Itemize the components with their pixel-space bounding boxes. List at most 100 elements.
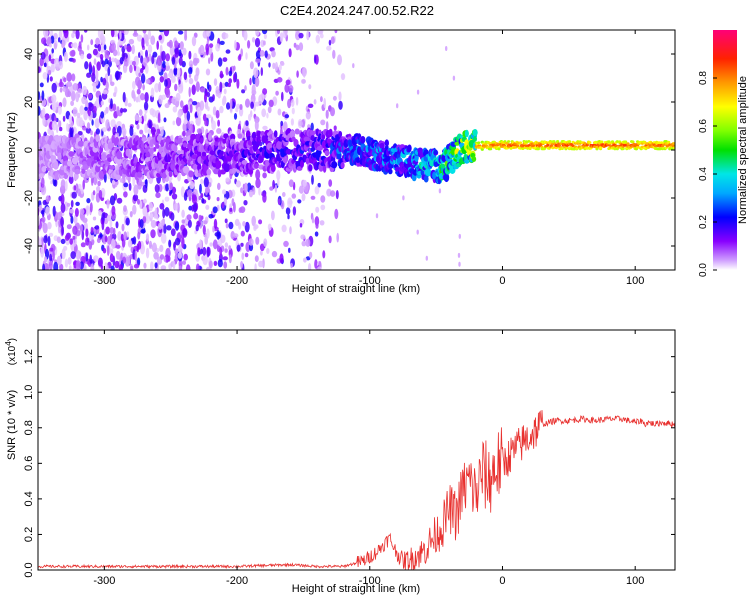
spectrogram-speckle	[143, 32, 147, 39]
spectrogram-speckle	[233, 233, 239, 239]
spectrogram-speckle	[174, 47, 180, 58]
x-tick-label: -200	[226, 575, 248, 587]
spectrogram-ridge-mark	[594, 140, 598, 144]
spectrogram-speckle	[222, 189, 227, 195]
spectrogram-speckle	[148, 53, 152, 62]
spectrogram-speckle	[132, 194, 139, 202]
spectrogram-speckle	[145, 79, 151, 84]
spectrogram-speckle	[302, 179, 307, 187]
spectrogram-speckle	[70, 100, 74, 107]
spectrogram-speckle	[79, 224, 83, 233]
spectrogram-speckle	[271, 210, 275, 221]
spectrogram-speckle	[120, 107, 124, 114]
spectrogram-speckle	[109, 227, 115, 234]
spectrogram-speckle	[161, 50, 166, 62]
y-tick-label: 1.0	[23, 385, 35, 400]
spectrogram-speckle	[240, 261, 244, 269]
spectrogram-speckle	[195, 115, 202, 127]
spectrogram-speckle	[287, 98, 292, 109]
spectrogram-speckle	[334, 208, 339, 220]
spectrogram-speckle	[165, 254, 169, 263]
spectrogram-speckle	[105, 226, 111, 235]
spectrogram-speckle	[255, 30, 260, 36]
spectrogram-speckle	[135, 96, 139, 103]
spectrogram-ridge-mark	[599, 146, 603, 150]
spectrogram-ridge-mark	[231, 167, 236, 175]
spectrogram-speckle	[95, 69, 99, 80]
spectrogram-speckle	[138, 116, 143, 124]
spectrogram-speckle	[164, 196, 170, 202]
spectrogram-speckle	[140, 243, 145, 255]
spectrogram-ridge-mark	[560, 147, 564, 151]
colorbar-tick-label: 0.8	[698, 71, 709, 85]
spectrogram-speckle	[167, 72, 173, 78]
spectrogram-speckle	[117, 231, 122, 241]
spectrogram-speckle	[156, 128, 160, 134]
spectrogram-speckle	[96, 237, 101, 244]
spectrogram-speckle	[145, 49, 148, 58]
spectrogram-speckle	[225, 33, 229, 39]
spectrogram-speckle	[123, 65, 128, 74]
x-tick-label: -300	[93, 575, 115, 587]
spectrogram-speckle	[75, 201, 80, 206]
spectrogram-speckle	[108, 56, 112, 63]
spectrogram-ridge-mark	[565, 146, 569, 150]
spectrogram-speckle	[191, 36, 197, 47]
spectrogram-speckle	[112, 126, 116, 136]
spectrogram-speckle	[98, 189, 103, 199]
spectrogram-speckle	[200, 192, 204, 199]
spectrogram-speckle	[147, 44, 153, 54]
spectrogram-speckle	[236, 78, 240, 89]
spectrogram-speckle	[177, 110, 182, 118]
spectrogram-ridge-mark	[315, 149, 322, 156]
spectrogram-speckle	[52, 250, 55, 261]
spectrogram-speckle	[61, 40, 66, 49]
x-tick-label: -100	[359, 575, 381, 587]
spectrogram-speckle	[50, 180, 54, 185]
spectrogram-ridge-mark	[77, 140, 85, 147]
spectrogram-speckle	[53, 32, 58, 40]
spectrogram-speckle	[298, 185, 304, 194]
spectrogram-speckle	[251, 84, 256, 95]
spectrogram-speckle	[40, 247, 45, 258]
spectrogram-speckle	[219, 70, 224, 79]
spectrogram-speckle	[240, 242, 244, 247]
spectrogram-speckle	[142, 198, 147, 204]
spectrogram-speckle	[317, 30, 323, 35]
spectrogram-speckle	[86, 206, 89, 217]
snr-x-ticks: -300 -200 -100 0 100	[93, 330, 644, 587]
spectrogram-ridge-mark	[471, 156, 477, 162]
spectrogram-speckle	[81, 229, 85, 241]
spectrogram-ridge-mark	[98, 170, 105, 180]
spectrogram-speckle	[233, 65, 236, 71]
spectrogram-speckle	[177, 30, 184, 35]
spectrogram-ridge-mark	[653, 144, 658, 148]
spectrogram-speckle	[71, 90, 76, 102]
spectrogram-speckle	[85, 127, 92, 134]
spectrogram-speckle	[319, 220, 325, 226]
spectrogram-speckle	[276, 170, 281, 181]
spectrogram-ridge-mark	[657, 141, 661, 145]
spectrogram-speckle	[269, 186, 274, 191]
spectrogram-speckle	[205, 43, 210, 53]
spectrogram-speckle	[114, 86, 118, 95]
spectrogram-speckle	[254, 37, 261, 48]
spectrogram-speckle	[81, 96, 87, 105]
spectrogram-speckle	[188, 77, 194, 85]
spectrogram-speckle	[84, 106, 88, 111]
spectrogram-speckle	[94, 225, 100, 230]
spectrogram-speckle	[151, 55, 155, 65]
spectrogram-speckle	[134, 250, 137, 262]
spectrogram-speckle	[187, 219, 192, 228]
spectrogram-speckle	[184, 30, 187, 38]
spectrogram-speckle	[298, 120, 303, 127]
spectrogram-speckle	[123, 30, 129, 35]
spectrogram-speckle	[314, 231, 319, 237]
spectrogram-speckle	[241, 252, 245, 260]
spectrogram-speckle	[38, 105, 41, 116]
spectrogram-speckle	[123, 231, 127, 242]
spectrogram-speckle	[217, 259, 223, 268]
spectrogram-ridge-mark	[384, 139, 389, 147]
spectrogram-ridge-mark	[389, 163, 394, 169]
spectrogram-ridge-mark	[144, 147, 149, 154]
